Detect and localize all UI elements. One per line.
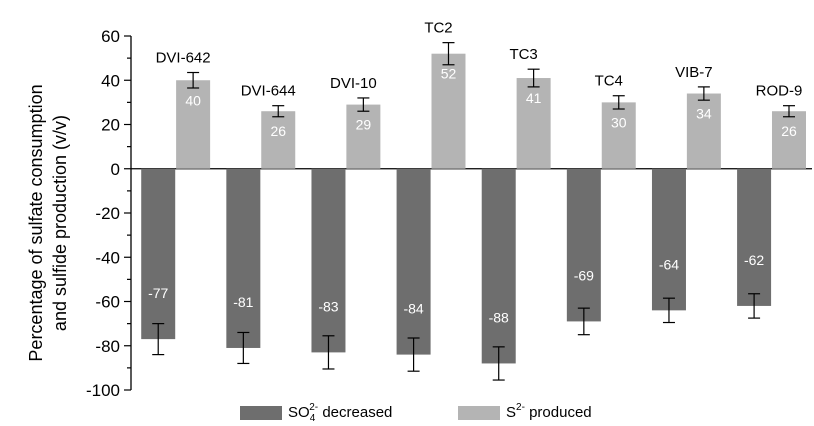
legend-label: S2- produced [506,402,592,421]
bar-s2-produced [431,53,466,169]
bar-s2-produced [261,111,296,169]
y-tick-label: 60 [101,27,120,46]
data-label-so4: -83 [318,298,338,314]
category-label: TC3 [509,46,537,63]
data-label-so4: -81 [233,294,253,310]
y-tick-label: -20 [95,204,120,223]
y-tick-label: -80 [95,337,120,356]
category-label: DVI-644 [241,83,296,100]
bar-so4-decreased [226,168,261,348]
category-label: ROD-9 [756,83,803,100]
y-tick-label: -100 [86,381,120,400]
bar-s2-produced [516,78,551,169]
data-label-s2: 29 [356,117,372,133]
category-label: DVI-642 [156,50,211,67]
data-label-s2: 34 [696,106,712,122]
bar-so4-decreased [737,168,772,306]
data-label-s2: 26 [270,123,286,139]
bar-s2-produced [686,93,721,169]
legend: SO42- decreased S2- produced [240,402,592,424]
bar-so4-decreased [311,168,346,353]
y-axis-label-line2: and sulfide production (v/v) [50,115,70,331]
data-label-s2: 52 [441,66,457,82]
data-label-so4: -77 [148,285,168,301]
legend-label: SO42- decreased [288,402,392,424]
category-label: TC2 [424,20,452,37]
bar-so4-decreased [566,168,601,322]
y-tick-label: 0 [111,160,120,179]
legend-swatch [240,406,282,420]
bars: -77 40 DVI-642 -81 26 DVI-644 -83 29 DVI-10 -84 52… [141,20,806,381]
data-label-s2: 40 [185,92,201,108]
data-label-so4: -64 [659,256,679,272]
bar-s2-produced [176,80,211,169]
data-label-s2: 41 [526,90,542,106]
bar-so4-decreased [651,168,686,311]
category-label: TC4 [595,73,623,90]
y-tick-label: -60 [95,293,120,312]
data-label-so4: -84 [403,301,423,317]
category-label: DVI-10 [330,75,377,92]
bar-so4-decreased [396,168,431,355]
data-label-s2: 30 [611,114,627,130]
y-axis-label: Percentage of sulfate consumption and su… [26,84,70,361]
y-axis-label-line1: Percentage of sulfate consumption [26,84,46,361]
data-label-so4: -69 [574,267,594,283]
data-label-so4: -62 [744,252,764,268]
bar-s2-produced [601,102,636,169]
y-tick-label: 20 [101,116,120,135]
y-tick-label: 40 [101,71,120,90]
y-tick-label: -40 [95,248,120,267]
bar-s2-produced [346,104,381,169]
bar-s2-produced [771,111,806,169]
bar-so4-decreased [141,168,176,340]
data-label-so4: -88 [489,309,509,325]
bar-so4-decreased [481,168,516,364]
category-label: VIB-7 [675,64,713,81]
legend-swatch [458,406,500,420]
data-label-s2: 26 [781,123,797,139]
